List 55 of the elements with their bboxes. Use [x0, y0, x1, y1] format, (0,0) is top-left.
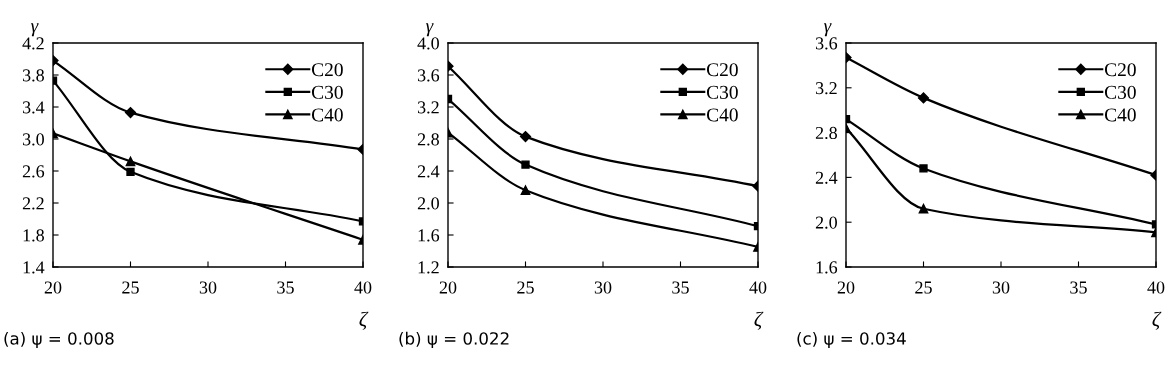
x-tick-label: 20 [44, 281, 62, 294]
legend-label: C40 [311, 108, 343, 122]
y-tick-label: 4.2 [22, 37, 44, 50]
x-axis-title: ζ [1152, 311, 1162, 330]
y-tick-label: 3.2 [815, 82, 837, 95]
legend-label: C40 [1104, 108, 1136, 122]
x-tick-label: 35 [277, 281, 294, 294]
x-tick-label: 30 [199, 281, 217, 294]
x-tick-label: 35 [1070, 281, 1087, 294]
x-tick-label: 20 [837, 281, 855, 294]
legend-label: C30 [706, 85, 738, 99]
legend-label: C20 [706, 63, 738, 77]
y-tick-label: 2.8 [417, 133, 439, 146]
y-tick-label: 2.6 [22, 165, 45, 178]
y-tick-label: 2.0 [815, 216, 837, 229]
x-tick-label: 30 [992, 281, 1010, 294]
y-axis-title: γ [823, 23, 832, 37]
y-tick-label: 2.4 [417, 165, 440, 178]
legend-label: C30 [1104, 85, 1136, 99]
legend-label: C30 [311, 85, 343, 99]
y-tick-label: 3.8 [22, 69, 44, 82]
legend-label: C20 [311, 63, 343, 77]
x-tick-label: 25 [517, 281, 534, 294]
y-tick-label: 1.6 [418, 229, 440, 242]
y-tick-label: 1.6 [816, 261, 838, 274]
y-tick-label: 2.0 [417, 197, 439, 210]
y-tick-label: 4.0 [417, 37, 439, 50]
legend-label: C40 [706, 108, 738, 122]
x-tick-label: 40 [354, 281, 372, 294]
y-tick-label: 2.2 [22, 197, 44, 210]
y-tick-label: 1.2 [418, 261, 439, 274]
text: (c) ψ = 0.034 [797, 331, 906, 348]
y-tick-label: 1.8 [23, 229, 44, 242]
x-tick-label: 25 [122, 281, 139, 294]
y-tick-label: 2.8 [815, 126, 837, 140]
x-tick-label: 35 [672, 281, 689, 294]
x-tick-label: 30 [594, 281, 612, 294]
legend-label: C20 [1104, 63, 1136, 77]
y-tick-label: 3.6 [815, 37, 838, 50]
y-tick-label: 1.4 [23, 261, 45, 274]
y-tick-label: 2.4 [815, 171, 838, 184]
y-tick-label: 3.0 [22, 133, 44, 146]
x-axis-title: ζ [754, 311, 764, 330]
x-tick-label: 20 [439, 281, 457, 294]
y-tick-label: 3.4 [22, 101, 45, 114]
x-axis-title: ζ [359, 311, 369, 330]
y-tick-label: 3.6 [417, 69, 440, 82]
x-tick-label: 25 [915, 281, 932, 294]
y-axis-title: γ [425, 23, 434, 37]
x-tick-label: 40 [1147, 281, 1165, 294]
y-tick-label: 3.2 [417, 101, 439, 114]
x-tick-label: 40 [749, 281, 767, 294]
text: (b) ψ = 0.022 [399, 331, 509, 348]
text: (a) ψ = 0.008 [4, 331, 114, 348]
y-axis-title: γ [30, 23, 39, 37]
